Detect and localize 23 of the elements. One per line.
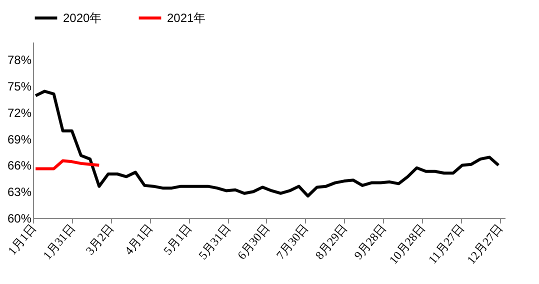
line-series [34,90,500,198]
x-tick-label: 6月30日 [234,221,272,262]
x-tick-label: 3月2日 [82,221,117,258]
x-tick-label: 4月1日 [122,221,156,258]
y-tick-label: 60% [7,212,32,226]
x-tick-label: 1月31日 [40,221,78,262]
x-tick-label: 7月30日 [273,221,312,262]
legend-label: 2020年 [63,11,102,25]
y-tick-label: 75% [7,80,32,94]
x-tick-label: 5月31日 [196,221,234,262]
x-tick-label: 8月29日 [312,221,350,262]
legend-label: 2021年 [167,11,206,25]
line-series [34,159,101,170]
x-tick-label: 5月1日 [160,221,194,258]
y-tick-label: 72% [7,106,32,120]
y-tick-label: 63% [7,185,32,200]
y-tick-label: 78% [7,53,32,68]
x-tick-label: 11月27日 [425,221,467,266]
y-tick-label: 69% [7,132,32,146]
x-tick-label: 9月28日 [351,221,389,262]
y-tick-label: 66% [7,158,32,173]
x-tick-label: 12月27日 [464,221,506,267]
x-tick-label: 10月28日 [386,221,428,267]
